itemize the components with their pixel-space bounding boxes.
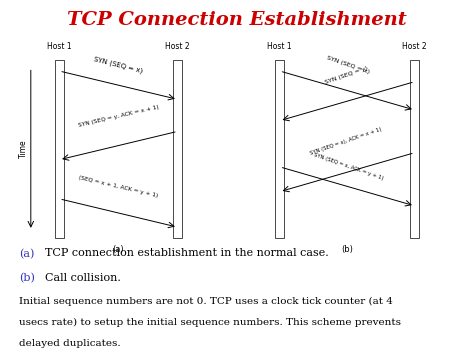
Text: SYN (SEQ = x): SYN (SEQ = x): [93, 56, 144, 75]
Text: Initial sequence numbers are not 0. TCP uses a clock tick counter (at 4: Initial sequence numbers are not 0. TCP …: [19, 296, 393, 306]
Text: (b): (b): [341, 245, 353, 254]
Text: (b): (b): [19, 273, 35, 284]
Bar: [173, 60, 182, 238]
Bar: [275, 60, 284, 238]
Text: (a): (a): [113, 245, 124, 254]
Text: Host 1: Host 1: [47, 43, 72, 51]
Text: TCP Connection Establishment: TCP Connection Establishment: [67, 11, 407, 29]
Text: usecs rate) to setup the initial sequence numbers. This scheme prevents: usecs rate) to setup the initial sequenc…: [19, 318, 401, 327]
Bar: [410, 60, 419, 238]
Text: delayed duplicates.: delayed duplicates.: [19, 339, 120, 348]
Text: SYN (SEQ = x): SYN (SEQ = x): [326, 55, 371, 75]
Text: SYN (SEQ = y): SYN (SEQ = y): [324, 66, 368, 85]
Text: Host 2: Host 2: [165, 43, 190, 51]
Text: Host 1: Host 1: [267, 43, 292, 51]
Text: TCP connection establishment in the normal case.: TCP connection establishment in the norm…: [45, 248, 329, 258]
Text: SYN (SEQ = x, ACK = y + 1): SYN (SEQ = x, ACK = y + 1): [313, 152, 384, 181]
Bar: [55, 60, 64, 238]
Text: Time: Time: [19, 140, 28, 158]
Text: Host 2: Host 2: [402, 43, 427, 51]
Text: Call collision.: Call collision.: [45, 273, 121, 283]
Text: (a): (a): [19, 248, 34, 259]
Text: (SEQ = x + 1, ACK = y + 1): (SEQ = x + 1, ACK = y + 1): [78, 176, 159, 199]
Text: SYN (SEQ = y, ACK = x + 1): SYN (SEQ = y, ACK = x + 1): [78, 104, 159, 128]
Text: SYN (SEQ = x), ACK = x + 1): SYN (SEQ = x), ACK = x + 1): [310, 127, 383, 156]
